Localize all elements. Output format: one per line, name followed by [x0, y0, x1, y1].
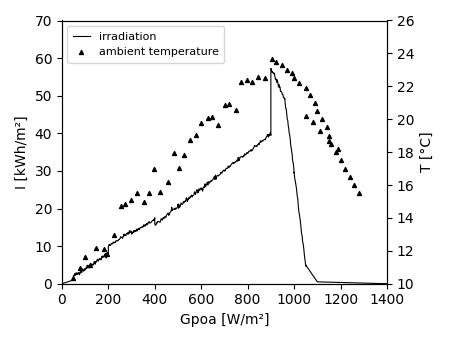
ambient temperature — [261, 76, 268, 81]
irradiation — [268, 66, 273, 70]
ambient temperature — [117, 203, 124, 209]
Y-axis label: T [°C]: T [°C] — [420, 132, 434, 172]
Line: irradiation: irradiation — [62, 68, 387, 284]
ambient temperature — [268, 56, 275, 62]
ambient temperature — [326, 138, 333, 143]
ambient temperature — [110, 232, 118, 238]
ambient temperature — [69, 275, 76, 280]
ambient temperature — [326, 133, 333, 139]
ambient temperature — [103, 251, 110, 256]
ambient temperature — [100, 247, 107, 252]
ambient temperature — [193, 132, 200, 138]
ambient temperature — [128, 197, 135, 203]
ambient temperature — [309, 120, 316, 125]
ambient temperature — [337, 158, 344, 163]
ambient temperature — [145, 190, 152, 196]
irradiation — [78, 269, 84, 273]
ambient temperature — [221, 102, 229, 107]
ambient temperature — [76, 266, 84, 271]
irradiation — [199, 187, 204, 192]
ambient temperature — [302, 85, 309, 91]
irradiation — [99, 258, 104, 262]
ambient temperature — [93, 246, 100, 251]
Legend: irradiation, ambient temperature: irradiation, ambient temperature — [67, 26, 224, 63]
Y-axis label: I [kWh/m²]: I [kWh/m²] — [15, 115, 29, 189]
ambient temperature — [180, 153, 188, 158]
ambient temperature — [248, 79, 255, 85]
ambient temperature — [141, 199, 148, 205]
ambient temperature — [356, 190, 363, 196]
ambient temperature — [302, 113, 309, 119]
ambient temperature — [226, 102, 233, 107]
ambient temperature — [86, 262, 93, 268]
ambient temperature — [323, 125, 330, 130]
ambient temperature — [307, 92, 314, 97]
irradiation — [149, 219, 154, 223]
ambient temperature — [279, 62, 286, 68]
ambient temperature — [151, 167, 158, 172]
ambient temperature — [208, 114, 216, 119]
ambient temperature — [244, 78, 251, 83]
ambient temperature — [157, 189, 164, 195]
ambient temperature — [283, 67, 291, 73]
irradiation — [110, 241, 115, 245]
ambient temperature — [351, 182, 358, 188]
ambient temperature — [122, 201, 129, 206]
ambient temperature — [204, 115, 211, 120]
ambient temperature — [346, 174, 353, 180]
irradiation — [261, 138, 267, 142]
ambient temperature — [272, 59, 279, 64]
ambient temperature — [233, 108, 240, 113]
ambient temperature — [312, 100, 319, 105]
ambient temperature — [288, 70, 295, 76]
ambient temperature — [82, 254, 89, 260]
ambient temperature — [164, 179, 172, 184]
ambient temperature — [238, 79, 245, 85]
ambient temperature — [134, 190, 141, 196]
X-axis label: Gpoa [W/m²]: Gpoa [W/m²] — [180, 313, 269, 327]
ambient temperature — [335, 146, 342, 152]
irradiation — [384, 282, 390, 286]
ambient temperature — [186, 137, 194, 143]
ambient temperature — [255, 75, 262, 80]
ambient temperature — [342, 166, 349, 171]
ambient temperature — [314, 108, 321, 114]
ambient temperature — [328, 141, 335, 147]
ambient temperature — [170, 150, 177, 155]
ambient temperature — [316, 128, 323, 133]
ambient temperature — [295, 80, 302, 86]
ambient temperature — [291, 75, 298, 81]
ambient temperature — [318, 117, 326, 122]
ambient temperature — [197, 121, 204, 126]
ambient temperature — [215, 122, 222, 128]
ambient temperature — [332, 149, 339, 155]
irradiation — [59, 282, 65, 286]
ambient temperature — [175, 165, 182, 171]
